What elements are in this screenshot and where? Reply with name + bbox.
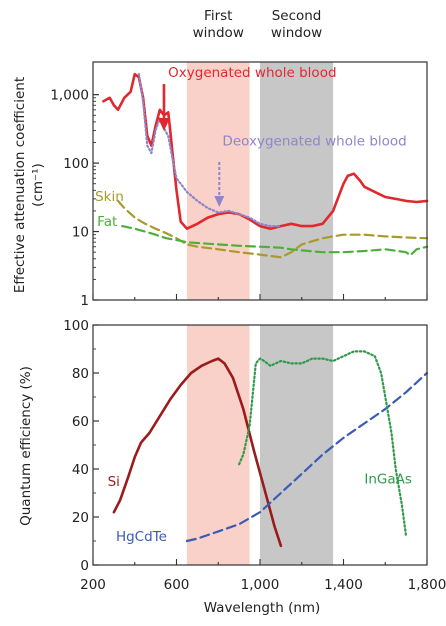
y-tick-label: 80: [72, 366, 89, 382]
window-label-2-line-1: Second: [272, 8, 322, 24]
label-si: Si: [108, 474, 120, 490]
attenuation-ylabel-line-1: Effective attenuation coefficient: [12, 77, 28, 293]
x-tick-label: 1,400: [324, 577, 363, 593]
qe-annotations: Si HgCdTe InGaAs: [108, 471, 412, 545]
window-band-1-bottom: [186, 325, 250, 565]
x-axis-label: Wavelength (nm): [204, 600, 321, 616]
quantum-efficiency-panel: Quantum efficiency (%) 100 80 60 40 20 0 Si Hg…: [18, 318, 429, 574]
series-line-deoxygenated-whole-blood: [137, 73, 282, 228]
attenuation-annotations: Oxygenated whole blood Deoxygenated whole…: [95, 65, 407, 230]
window-band-1-top: [186, 62, 250, 300]
y-tick-label: 0: [80, 558, 89, 574]
qe-ylabel: Quantum efficiency (%): [18, 366, 34, 526]
x-tick-label: 600: [164, 577, 190, 593]
deoxy-arrow-head: [214, 196, 225, 207]
attenuation-axes: 1,000 100 10 1: [50, 61, 428, 309]
x-tick-label: 200: [80, 577, 106, 593]
series-line-ingaas: [238, 350, 408, 538]
window-label-1-line-1: First: [204, 8, 232, 24]
window-band-2-bottom: [260, 325, 334, 565]
y-tick-label: 60: [72, 414, 89, 430]
y-tick-label: 40: [72, 462, 89, 478]
window-label-1-line-2: window: [193, 25, 244, 41]
series-line-si: [112, 357, 283, 548]
x-tick-labels: 200 600 1,000 1,400 1,800: [80, 577, 446, 593]
x-tick-label: 1,000: [241, 577, 280, 593]
label-skin: Skin: [95, 189, 124, 205]
y-tick-label: 100: [63, 318, 89, 334]
label-ingaas: InGaAs: [364, 471, 412, 487]
qe-series: [112, 350, 429, 548]
y-tick-label: 1,000: [50, 88, 89, 104]
arrows: [157, 84, 225, 207]
attenuation-series: [102, 72, 429, 259]
x-tick-label: 1,800: [408, 577, 446, 593]
qe-axes: 100 80 60 40 20 0: [63, 318, 428, 574]
series-line-hgcdte: [185, 371, 429, 543]
label-fat: Fat: [97, 214, 117, 230]
window-band-2-top: [260, 62, 334, 300]
y-tick-label: 10: [72, 225, 89, 241]
y-tick-label: 100: [63, 156, 89, 172]
series-line-skin: [116, 199, 429, 259]
label-hgcdte: HgCdTe: [116, 529, 167, 545]
attenuation-ylabel-line-2: (cm⁻¹): [30, 163, 46, 207]
attenuation-panel: Effective attenuation coefficient (cm⁻¹)…: [12, 61, 429, 309]
window-bands: [186, 62, 334, 565]
oxy-arrow-head: [157, 118, 170, 131]
label-oxygenated-whole-blood: Oxygenated whole blood: [168, 65, 336, 81]
label-deoxygenated-whole-blood: Deoxygenated whole blood: [222, 134, 406, 150]
y-tick-label: 20: [72, 510, 89, 526]
y-tick-label: 1: [80, 293, 89, 309]
window-label-2-line-2: window: [271, 25, 322, 41]
